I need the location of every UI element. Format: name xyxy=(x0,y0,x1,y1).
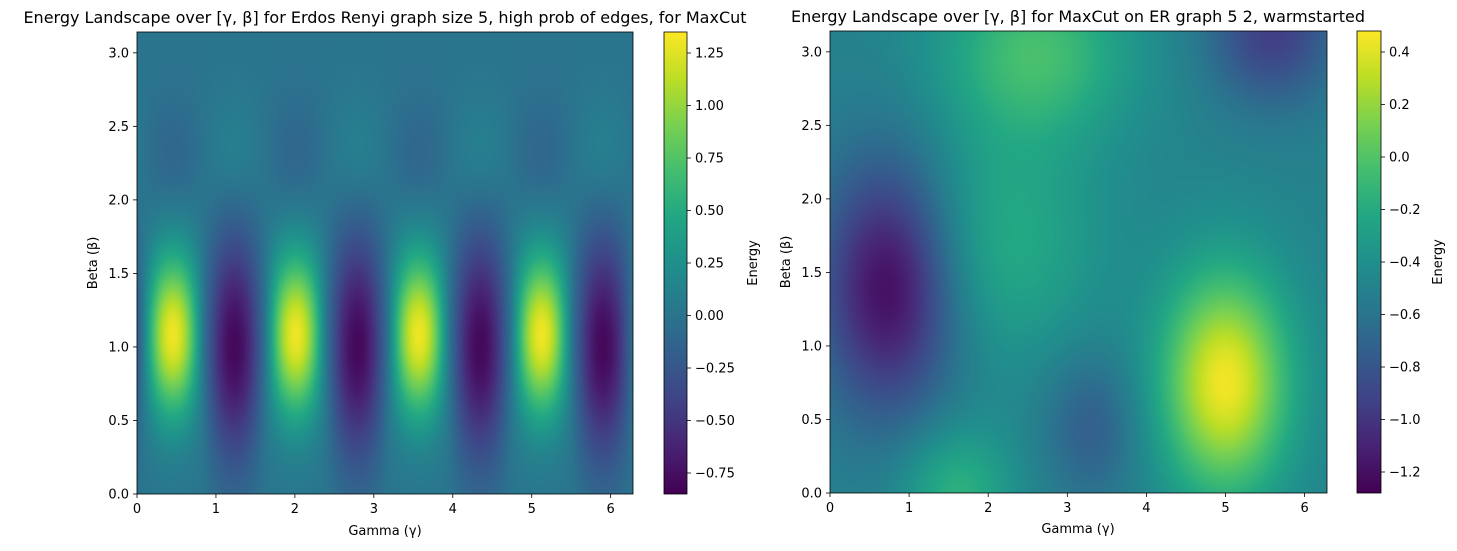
chart-2-x-tick-label: 2 xyxy=(984,501,992,516)
chart-2-x-tick-label: 6 xyxy=(1300,501,1308,516)
chart-1-colorbar-tick-label: 0.50 xyxy=(695,204,724,219)
chart-2-heatmap-area xyxy=(830,31,1327,493)
chart-2-y-label: Beta (β) xyxy=(779,236,794,289)
chart-1-colorbar-tick-label: 0.00 xyxy=(695,309,724,324)
chart-1-colorbar-tick-label: 1.00 xyxy=(695,99,724,114)
chart-2-x-tick-label: 3 xyxy=(1063,501,1071,516)
chart-1-y-label: Beta (β) xyxy=(86,237,101,290)
chart-1-x-label: Gamma (γ) xyxy=(348,524,421,539)
chart-1-colorbar-area xyxy=(664,32,687,494)
chart-1-y-tick-label: 0.5 xyxy=(108,414,129,429)
chart-2-colorbar-tick-label: −0.2 xyxy=(1389,203,1421,218)
chart-1-colorbar-tick-label: 1.25 xyxy=(695,47,724,62)
chart-1-heatmap-area xyxy=(137,32,633,494)
chart-1-colorbar-ticks: −0.75 −0.50 −0.25 0.00 0.25 0.50 0.75 1.00 1.25 xyxy=(687,47,735,482)
chart-2-x-axis: 0 1 2 3 4 5 6 xyxy=(826,493,1309,516)
chart-1: Energy Landscape over [γ, β] for Erdos R… xyxy=(23,8,761,539)
chart-2-y-tick-label: 1.5 xyxy=(801,266,822,281)
chart-2-colorbar-ticks: −1.2 −1.0 −0.8 −0.6 −0.4 −0.2 0.0 0.2 0.4 xyxy=(1381,46,1421,481)
chart-2-colorbar-tick-label: −0.6 xyxy=(1389,308,1421,323)
chart-2-colorbar xyxy=(1357,31,1381,493)
chart-1-y-axis: 0.0 0.5 1.0 1.5 2.0 2.5 3.0 xyxy=(108,46,137,503)
chart-2-x-tick-label: 5 xyxy=(1221,501,1229,516)
chart-1-y-tick-label: 1.5 xyxy=(108,267,129,282)
chart-1-colorbar-tick-label: 0.75 xyxy=(695,152,724,167)
chart-2-colorbar-tick-label: −0.8 xyxy=(1389,361,1421,376)
chart-1-x-tick-label: 1 xyxy=(212,502,220,517)
chart-1-y-tick-label: 0.0 xyxy=(108,488,129,503)
chart-1-y-tick-label: 2.0 xyxy=(108,193,129,208)
chart-2-y-tick-label: 2.5 xyxy=(801,119,822,134)
chart-1-x-tick-label: 3 xyxy=(370,502,378,517)
chart-2-colorbar-tick-label: −1.0 xyxy=(1389,413,1421,428)
chart-1-colorbar-tick-label: −0.75 xyxy=(695,467,735,482)
chart-2-x-label: Gamma (γ) xyxy=(1041,522,1114,537)
chart-1-colorbar-tick-label: 0.25 xyxy=(695,257,724,272)
chart-1-y-tick-label: 3.0 xyxy=(108,46,129,61)
chart-2-colorbar-tick-label: −1.2 xyxy=(1389,466,1421,481)
chart-1-heatmap xyxy=(137,32,633,494)
chart-1-x-tick-label: 5 xyxy=(528,502,536,517)
chart-1-x-tick-label: 0 xyxy=(133,502,141,517)
chart-2-title: Energy Landscape over [γ, β] for MaxCut … xyxy=(791,7,1365,26)
chart-1-x-axis: 0 1 2 3 4 5 6 xyxy=(133,494,615,517)
chart-2-colorbar-area xyxy=(1357,31,1381,493)
chart-2-y-tick-label: 2.0 xyxy=(801,192,822,207)
chart-2-heatmap xyxy=(830,31,1327,493)
chart-1-title: Energy Landscape over [γ, β] for Erdos R… xyxy=(23,8,746,27)
chart-2-y-tick-label: 0.5 xyxy=(801,413,822,428)
chart-1-colorbar-tick-label: −0.25 xyxy=(695,362,735,377)
chart-2-y-tick-label: 0.0 xyxy=(801,487,822,502)
chart-1-plot-frame xyxy=(136,31,634,495)
chart-2-colorbar-tick-label: −0.4 xyxy=(1389,256,1421,271)
chart-1-colorbar-tick-label: −0.50 xyxy=(695,414,735,429)
chart-2-colorbar-label: Energy xyxy=(1431,239,1446,285)
chart-2-y-tick-label: 1.0 xyxy=(801,339,822,354)
chart-1-colorbar xyxy=(664,32,687,494)
chart-2-colorbar-tick-label: 0.2 xyxy=(1389,98,1410,113)
chart-2-x-tick-label: 1 xyxy=(905,501,913,516)
chart-1-y-tick-label: 2.5 xyxy=(108,120,129,135)
chart-2-y-tick-label: 3.0 xyxy=(801,45,822,60)
chart-2-y-axis: 0.0 0.5 1.0 1.5 2.0 2.5 3.0 xyxy=(801,45,830,502)
chart-2-x-tick-label: 4 xyxy=(1142,501,1150,516)
chart-2-plot-frame xyxy=(829,30,1328,494)
chart-2-x-tick-label: 0 xyxy=(826,501,834,516)
chart-1-colorbar-label: Energy xyxy=(746,240,761,286)
chart-1-x-tick-label: 6 xyxy=(607,502,615,517)
chart-2-colorbar-tick-label: 0.0 xyxy=(1389,151,1410,166)
chart-1-y-tick-label: 1.0 xyxy=(108,340,129,355)
chart-2-colorbar-tick-label: 0.4 xyxy=(1389,46,1410,61)
chart-1-x-tick-label: 2 xyxy=(291,502,299,517)
chart-1-x-tick-label: 4 xyxy=(449,502,457,517)
chart-2: Energy Landscape over [γ, β] for MaxCut … xyxy=(779,7,1446,537)
